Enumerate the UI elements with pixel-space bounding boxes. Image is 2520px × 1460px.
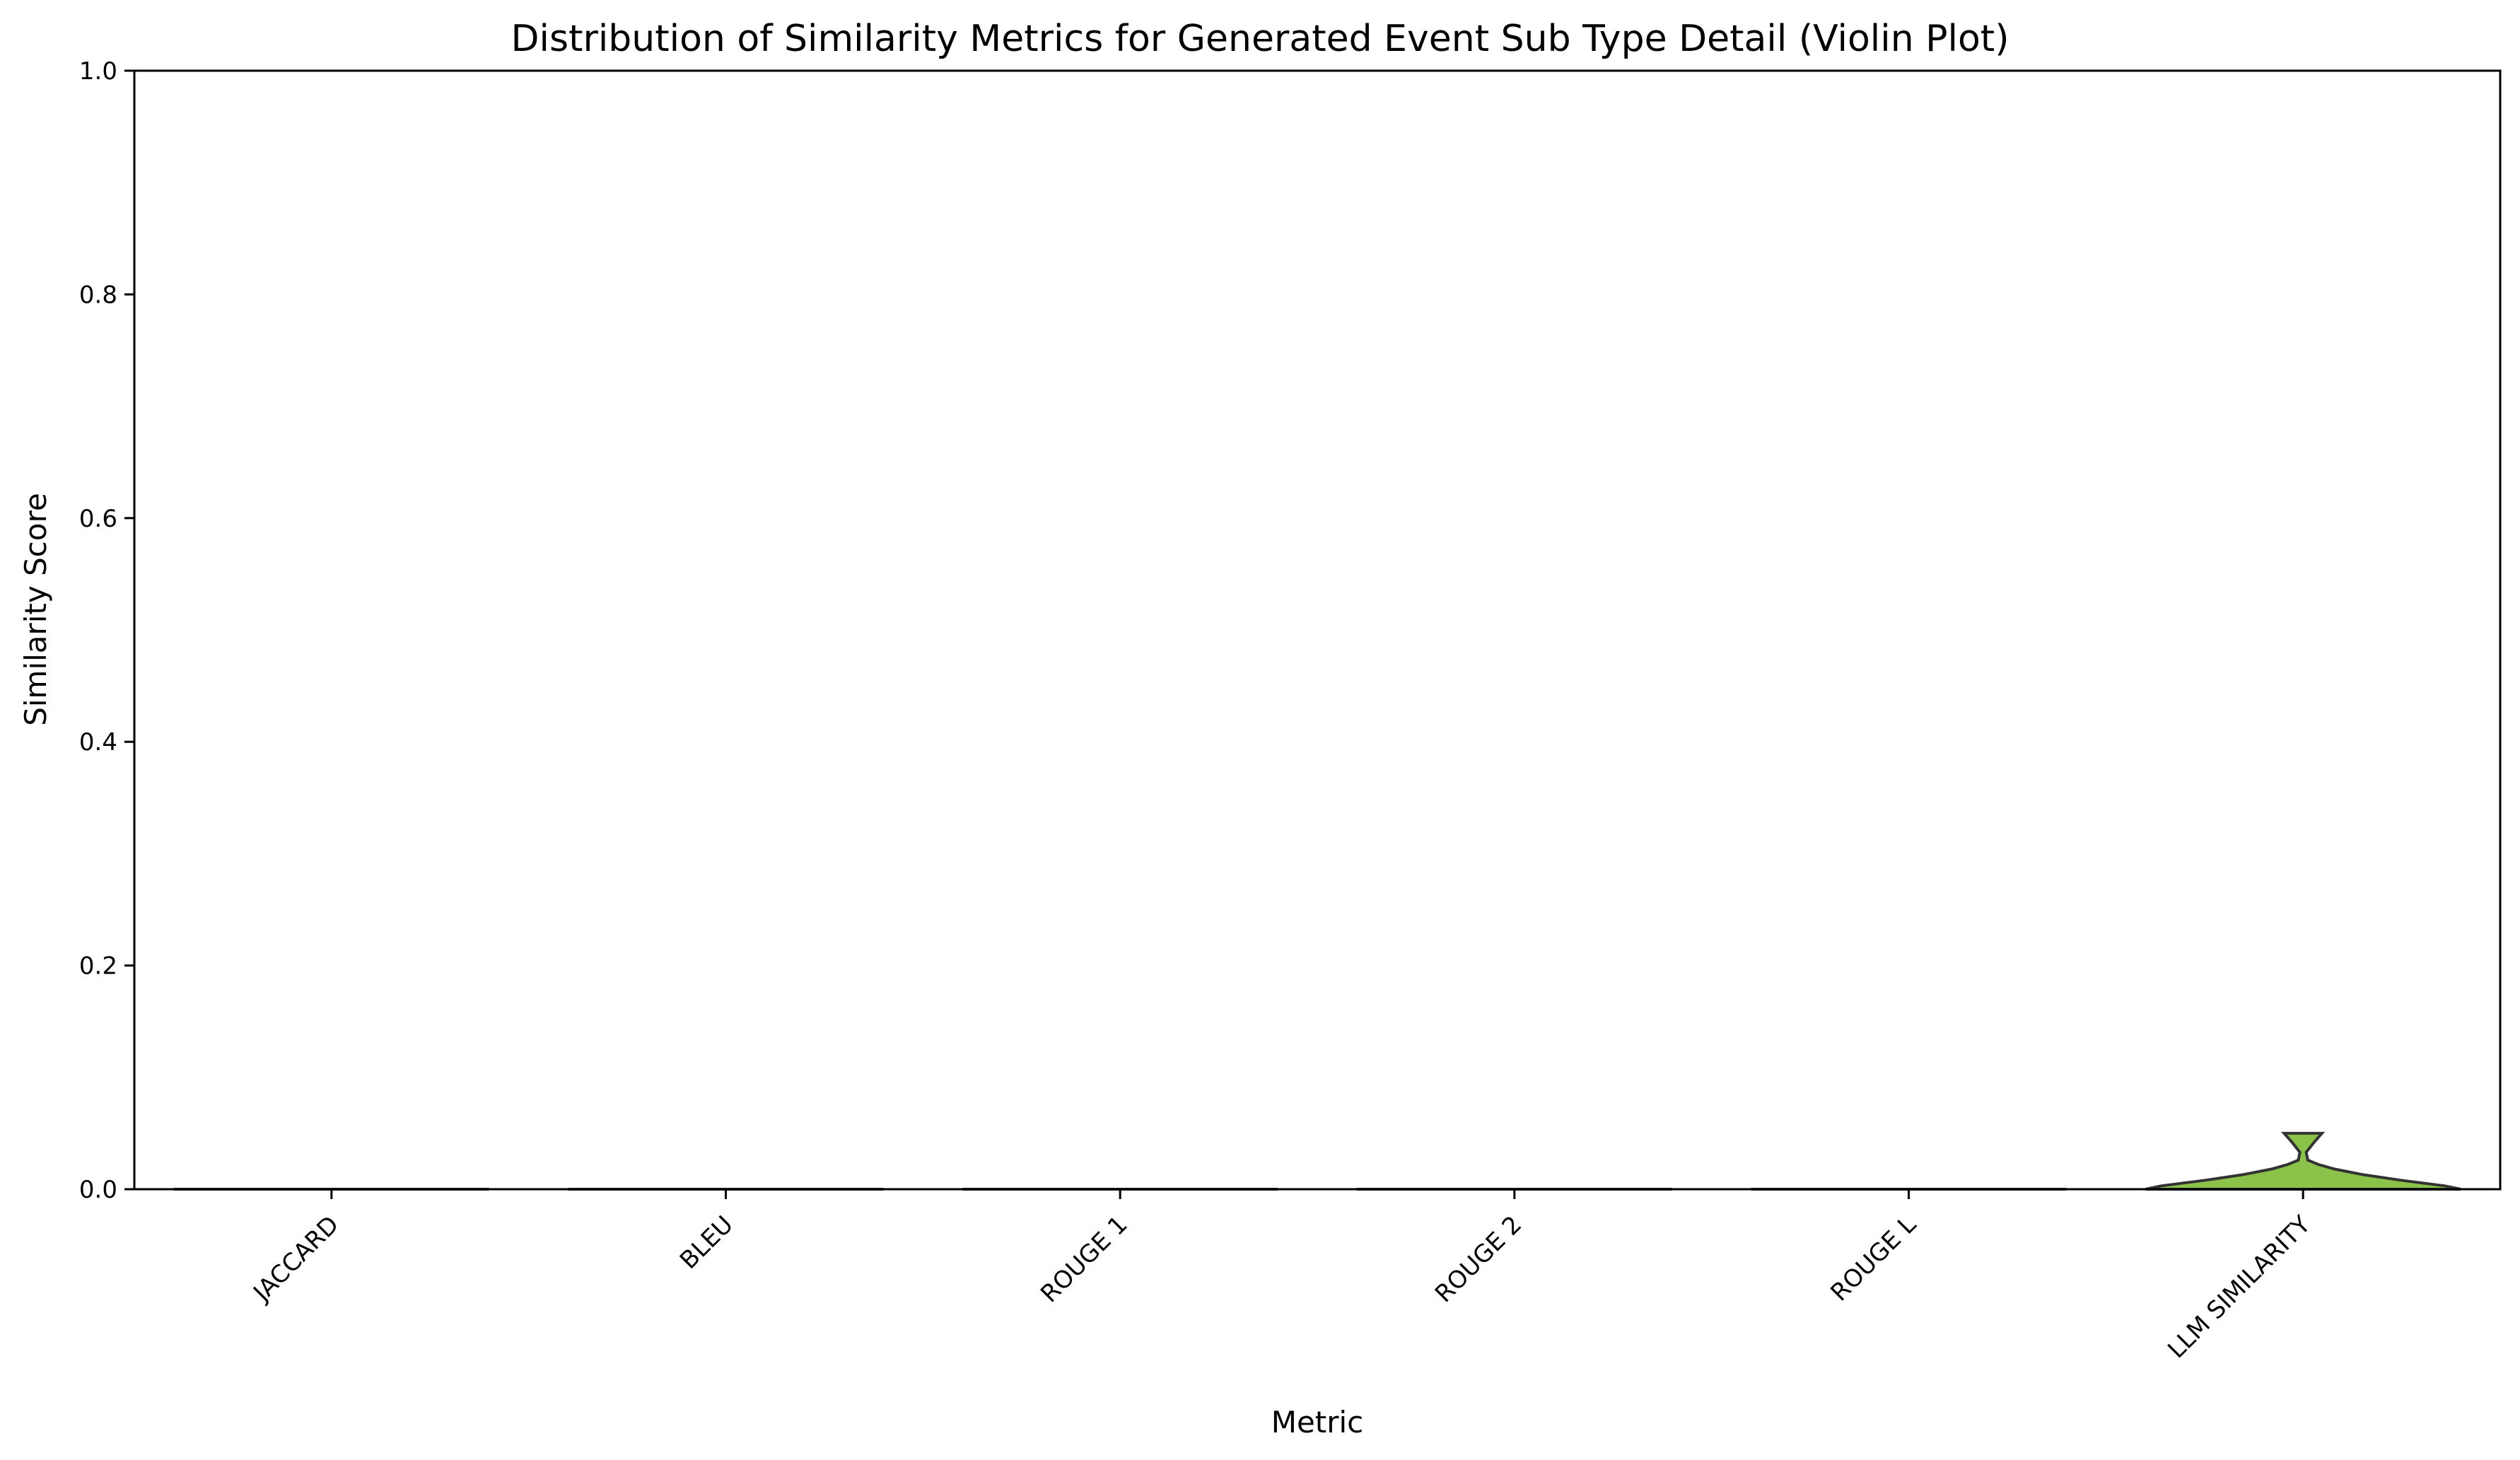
- y-tick-label: 0.8: [79, 281, 117, 309]
- violin-llm-similarity: [2145, 1131, 2461, 1191]
- x-tick-label: LLM SIMILARITY: [2162, 1210, 2316, 1364]
- x-axis-label: Metric: [1271, 1405, 1364, 1439]
- y-tick-label: 1.0: [79, 57, 117, 86]
- axes-frame: [133, 69, 2502, 1191]
- y-tick-label: 0.4: [79, 728, 117, 757]
- x-tick-label: JACCARD: [247, 1210, 345, 1308]
- plot-area: [133, 69, 2502, 1191]
- y-axis: 0.0 0.2 0.4 0.6 0.8 1.0: [79, 57, 134, 1204]
- x-axis: JACCARD BLEU ROUGE 1 ROUGE 2 ROUGE L LLM SIMI…: [247, 1189, 2316, 1364]
- y-tick-label: 0.6: [79, 505, 117, 533]
- x-tick-label: ROUGE 1: [1035, 1210, 1133, 1308]
- x-tick-label: ROUGE L: [1825, 1210, 1921, 1307]
- y-tick-label: 0.2: [79, 952, 117, 981]
- chart-title: Distribution of Similarity Metrics for G…: [511, 18, 2009, 60]
- x-tick-label: ROUGE 2: [1430, 1210, 1527, 1308]
- x-tick-label: BLEU: [675, 1210, 739, 1275]
- y-axis-label: Similarity Score: [18, 493, 53, 726]
- y-tick-label: 0.0: [79, 1176, 117, 1204]
